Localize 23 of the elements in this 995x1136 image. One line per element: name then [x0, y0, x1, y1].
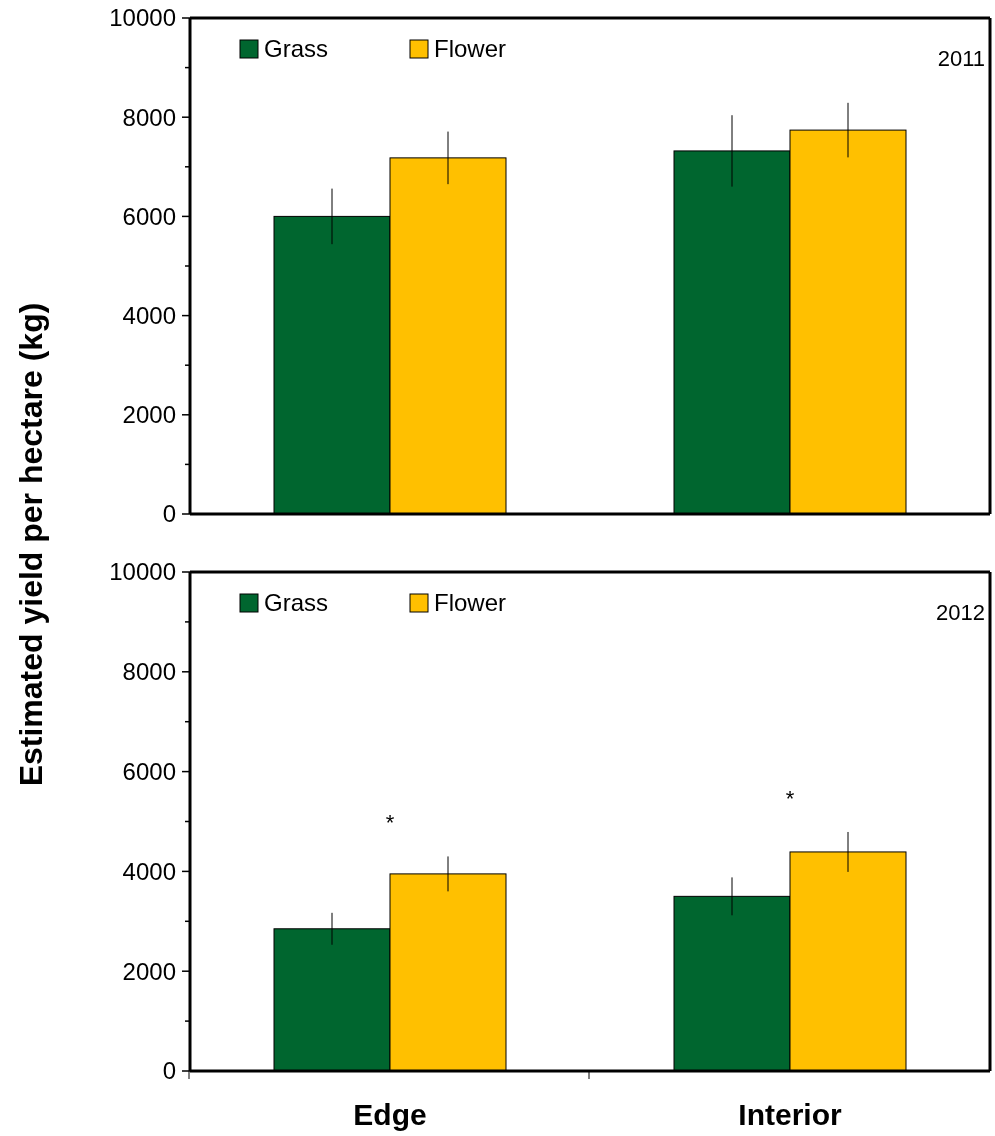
y-tick-label: 2000 [122, 957, 176, 985]
annotation: 2012 [936, 599, 985, 625]
y-tick-label: 0 [162, 1057, 176, 1085]
x-tick-label: Interior [738, 1098, 842, 1131]
annotation: 2011 [937, 45, 985, 71]
y-tick-label: 4000 [122, 302, 176, 329]
legend-label: Grass [264, 35, 329, 63]
y-tick-label: 10000 [109, 558, 176, 586]
x-tick-label: Edge [353, 1098, 427, 1131]
y-tick-label: 4000 [122, 857, 176, 885]
annotation: * [785, 785, 795, 811]
y-tick-label: 0 [162, 500, 176, 528]
legend-label: Flower [434, 589, 507, 617]
y-tick-label: 8000 [122, 658, 176, 686]
y-tick-label: 6000 [122, 758, 176, 785]
y-axis-title: Estimated yield per hectare (kg) [13, 302, 49, 787]
y-tick-label: 10000 [109, 4, 176, 32]
annotation: * [385, 810, 395, 836]
y-tick-label: 8000 [122, 103, 176, 131]
y-tick-label: 6000 [122, 202, 176, 230]
legend-label: Flower [434, 35, 507, 63]
y-tick-label: 2000 [122, 401, 176, 429]
legend-label: Grass [264, 589, 329, 617]
